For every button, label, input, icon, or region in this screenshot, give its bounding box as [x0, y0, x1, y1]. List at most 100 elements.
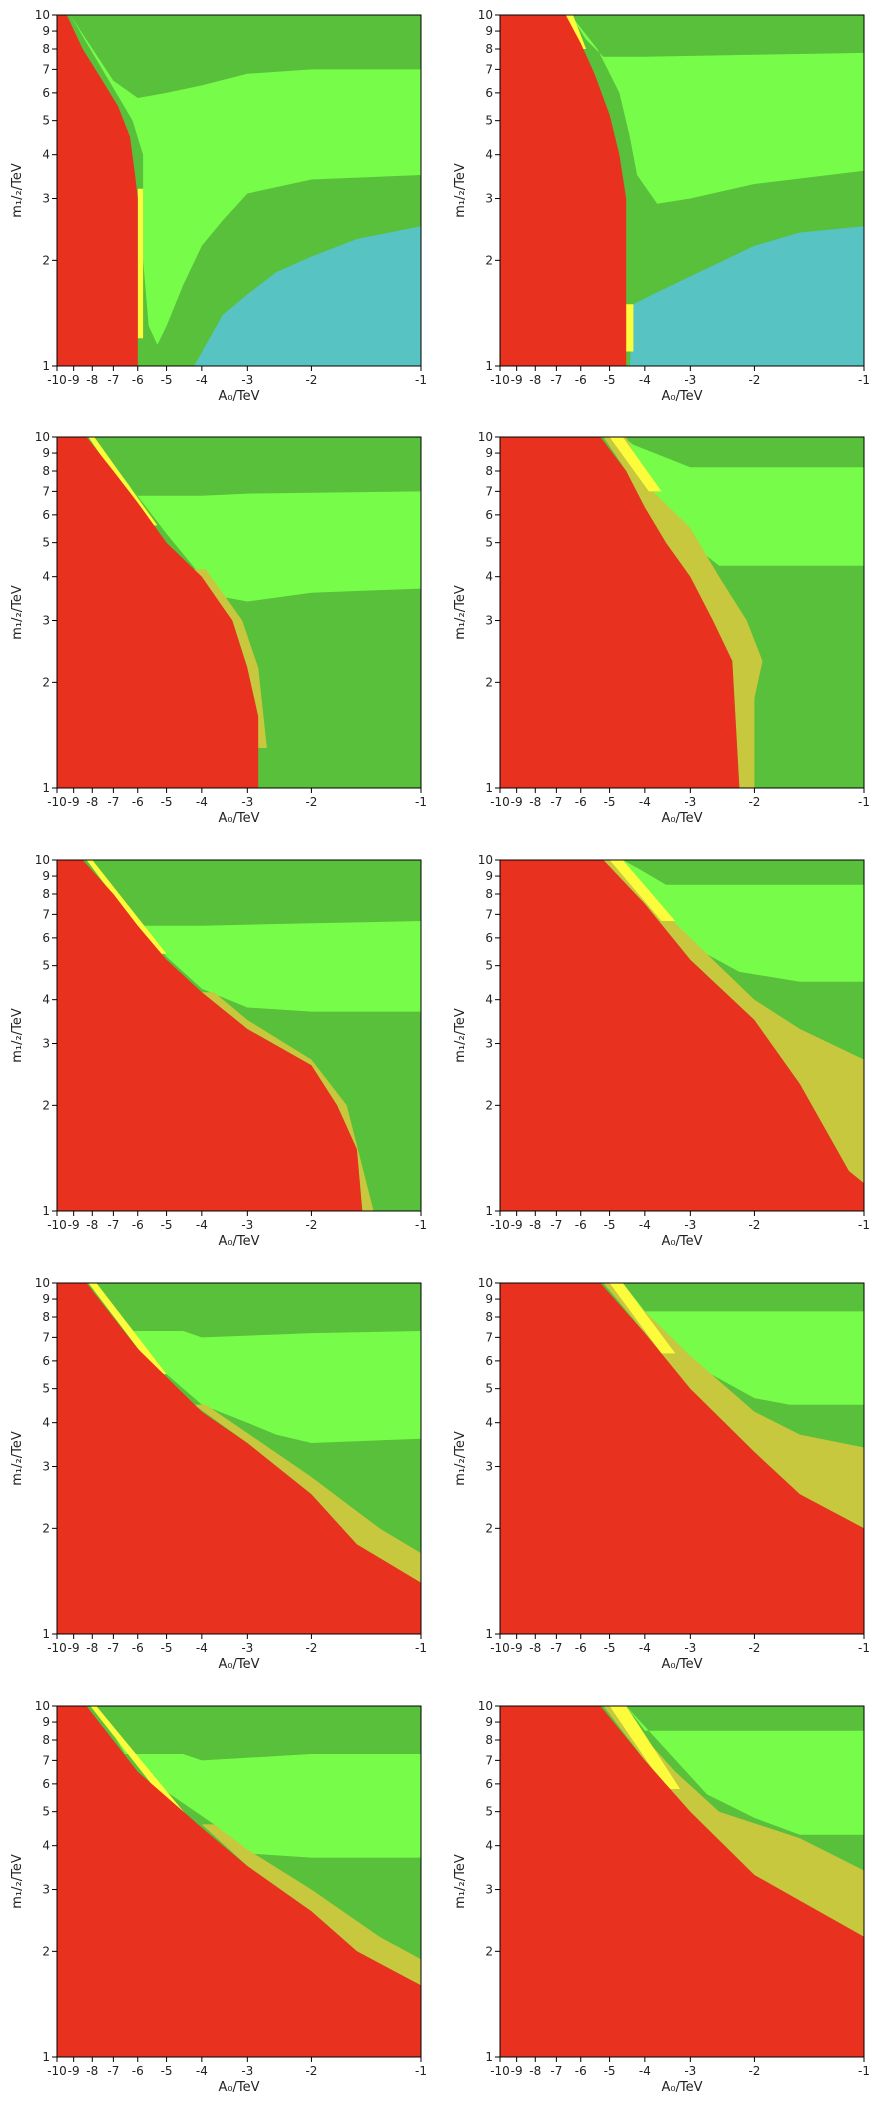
y-tick-label: 1 — [42, 781, 50, 795]
x-tick-label: -4 — [196, 373, 208, 387]
y-tick-label: 2 — [42, 253, 50, 267]
plot-frame — [499, 859, 865, 1212]
region — [603, 860, 864, 1184]
x-axis-label: A₀/TeV — [218, 811, 259, 826]
x-tick-label: -3 — [241, 373, 253, 387]
x-tick-label: -4 — [196, 1641, 208, 1655]
x-tick-label: -6 — [132, 2064, 144, 2078]
x-tick-label: -5 — [161, 2064, 173, 2078]
plot-frame — [499, 14, 865, 367]
x-tick-label: -4 — [639, 795, 651, 809]
y-tick-label: 8 — [42, 887, 50, 901]
x-tick-label: -3 — [684, 2064, 696, 2078]
x-tick-label: -2 — [305, 373, 317, 387]
x-tick-label: -7 — [550, 2064, 562, 2078]
y-tick-label: 4 — [485, 148, 493, 162]
panel: -10 -9 -8 -7 -6 -5 -4 -3 -2 -1 1 2 3 4 5 6 7 8 9 10 A₀/TeV m₁… — [10, 1699, 427, 2095]
x-tick-label: -10 — [47, 1218, 67, 1232]
y-tick-label: 3 — [485, 1460, 493, 1474]
region — [500, 15, 627, 366]
y-tick-label: 8 — [485, 887, 493, 901]
y-tick-label: 10 — [478, 430, 493, 444]
x-tick-label: -7 — [550, 795, 562, 809]
y-tick-label: 6 — [485, 1354, 493, 1368]
y-tick-label: 4 — [42, 1839, 50, 1853]
x-tick-label: -4 — [639, 1218, 651, 1232]
x-tick-label: -7 — [107, 1641, 119, 1655]
y-axis-label: m₁/₂/TeV — [10, 1854, 25, 1909]
y-tick-label: 4 — [42, 570, 50, 584]
x-tick-label: -2 — [748, 373, 760, 387]
region — [194, 1404, 421, 1583]
y-tick-label: 10 — [35, 1699, 50, 1713]
region — [88, 437, 158, 526]
x-tick-label: -9 — [68, 373, 80, 387]
y-tick-label: 6 — [485, 508, 493, 522]
region — [137, 188, 144, 339]
plot-frame — [499, 436, 865, 789]
x-axis-label: A₀/TeV — [661, 1234, 702, 1249]
y-tick-label: 6 — [42, 931, 50, 945]
y-tick-label: 7 — [485, 1330, 493, 1344]
y-tick-label: 5 — [485, 536, 493, 550]
x-axis-label: A₀/TeV — [661, 811, 702, 826]
y-tick-label: 1 — [485, 1627, 493, 1641]
region — [88, 1283, 167, 1375]
x-tick-label: -1 — [858, 1641, 870, 1655]
x-tick-label: -5 — [604, 1641, 616, 1655]
panel: -10 -9 -8 -7 -6 -5 -4 -3 -2 -1 1 2 3 4 5 6 7 8 9 10 A₀/TeV m₁… — [10, 8, 427, 404]
x-tick-label: -8 — [86, 1218, 98, 1232]
x-tick-label: -9 — [68, 795, 80, 809]
y-tick-label: 10 — [478, 1699, 493, 1713]
x-tick-label: -8 — [529, 373, 541, 387]
panel: -10 -9 -8 -7 -6 -5 -4 -3 -2 -1 1 2 3 4 5 6 7 8 9 10 A₀/TeV m₁… — [453, 853, 870, 1249]
region — [500, 860, 864, 1211]
y-tick-label: 8 — [485, 1733, 493, 1747]
y-tick-label: 3 — [485, 192, 493, 206]
x-tick-label: -6 — [575, 1641, 587, 1655]
y-tick-label: 8 — [485, 1310, 493, 1324]
y-tick-label: 9 — [485, 869, 493, 883]
y-tick-label: 5 — [42, 1805, 50, 1819]
y-tick-label: 2 — [485, 1944, 493, 1958]
y-tick-label: 4 — [42, 993, 50, 1007]
x-tick-label: -4 — [639, 373, 651, 387]
y-tick-label: 6 — [42, 508, 50, 522]
plot-frame — [56, 1705, 422, 2058]
y-tick-label: 2 — [42, 675, 50, 689]
x-tick-label: -8 — [86, 373, 98, 387]
x-tick-label: -3 — [684, 1641, 696, 1655]
x-tick-label: -9 — [511, 373, 523, 387]
y-tick-label: 3 — [42, 192, 50, 206]
region — [92, 437, 421, 602]
x-tick-label: -10 — [490, 795, 510, 809]
x-axis-label: A₀/TeV — [661, 1657, 702, 1672]
region — [57, 437, 259, 788]
y-tick-label: 9 — [485, 1715, 493, 1729]
x-tick-label: -1 — [415, 2064, 427, 2078]
y-tick-label: 4 — [485, 1416, 493, 1430]
region — [603, 1283, 864, 1529]
y-tick-label: 4 — [485, 570, 493, 584]
y-tick-label: 7 — [42, 1330, 50, 1344]
y-axis-label: m₁/₂/TeV — [453, 1431, 468, 1486]
y-axis-label: m₁/₂/TeV — [453, 585, 468, 640]
y-tick-label: 3 — [42, 1037, 50, 1051]
y-tick-label: 3 — [485, 614, 493, 628]
x-tick-label: -1 — [415, 1218, 427, 1232]
y-tick-label: 9 — [42, 1715, 50, 1729]
x-tick-label: -6 — [575, 1218, 587, 1232]
y-tick-label: 2 — [42, 1098, 50, 1112]
plot-frame — [56, 1282, 422, 1635]
x-tick-label: -7 — [107, 2064, 119, 2078]
y-tick-label: 7 — [485, 484, 493, 498]
x-tick-label: -9 — [68, 1641, 80, 1655]
y-tick-label: 9 — [42, 24, 50, 38]
x-tick-label: -9 — [511, 795, 523, 809]
y-tick-label: 7 — [485, 907, 493, 921]
y-tick-label: 6 — [42, 1354, 50, 1368]
y-tick-label: 5 — [42, 1382, 50, 1396]
x-tick-label: -2 — [305, 1641, 317, 1655]
y-tick-label: 3 — [42, 1883, 50, 1897]
x-tick-label: -9 — [68, 1218, 80, 1232]
